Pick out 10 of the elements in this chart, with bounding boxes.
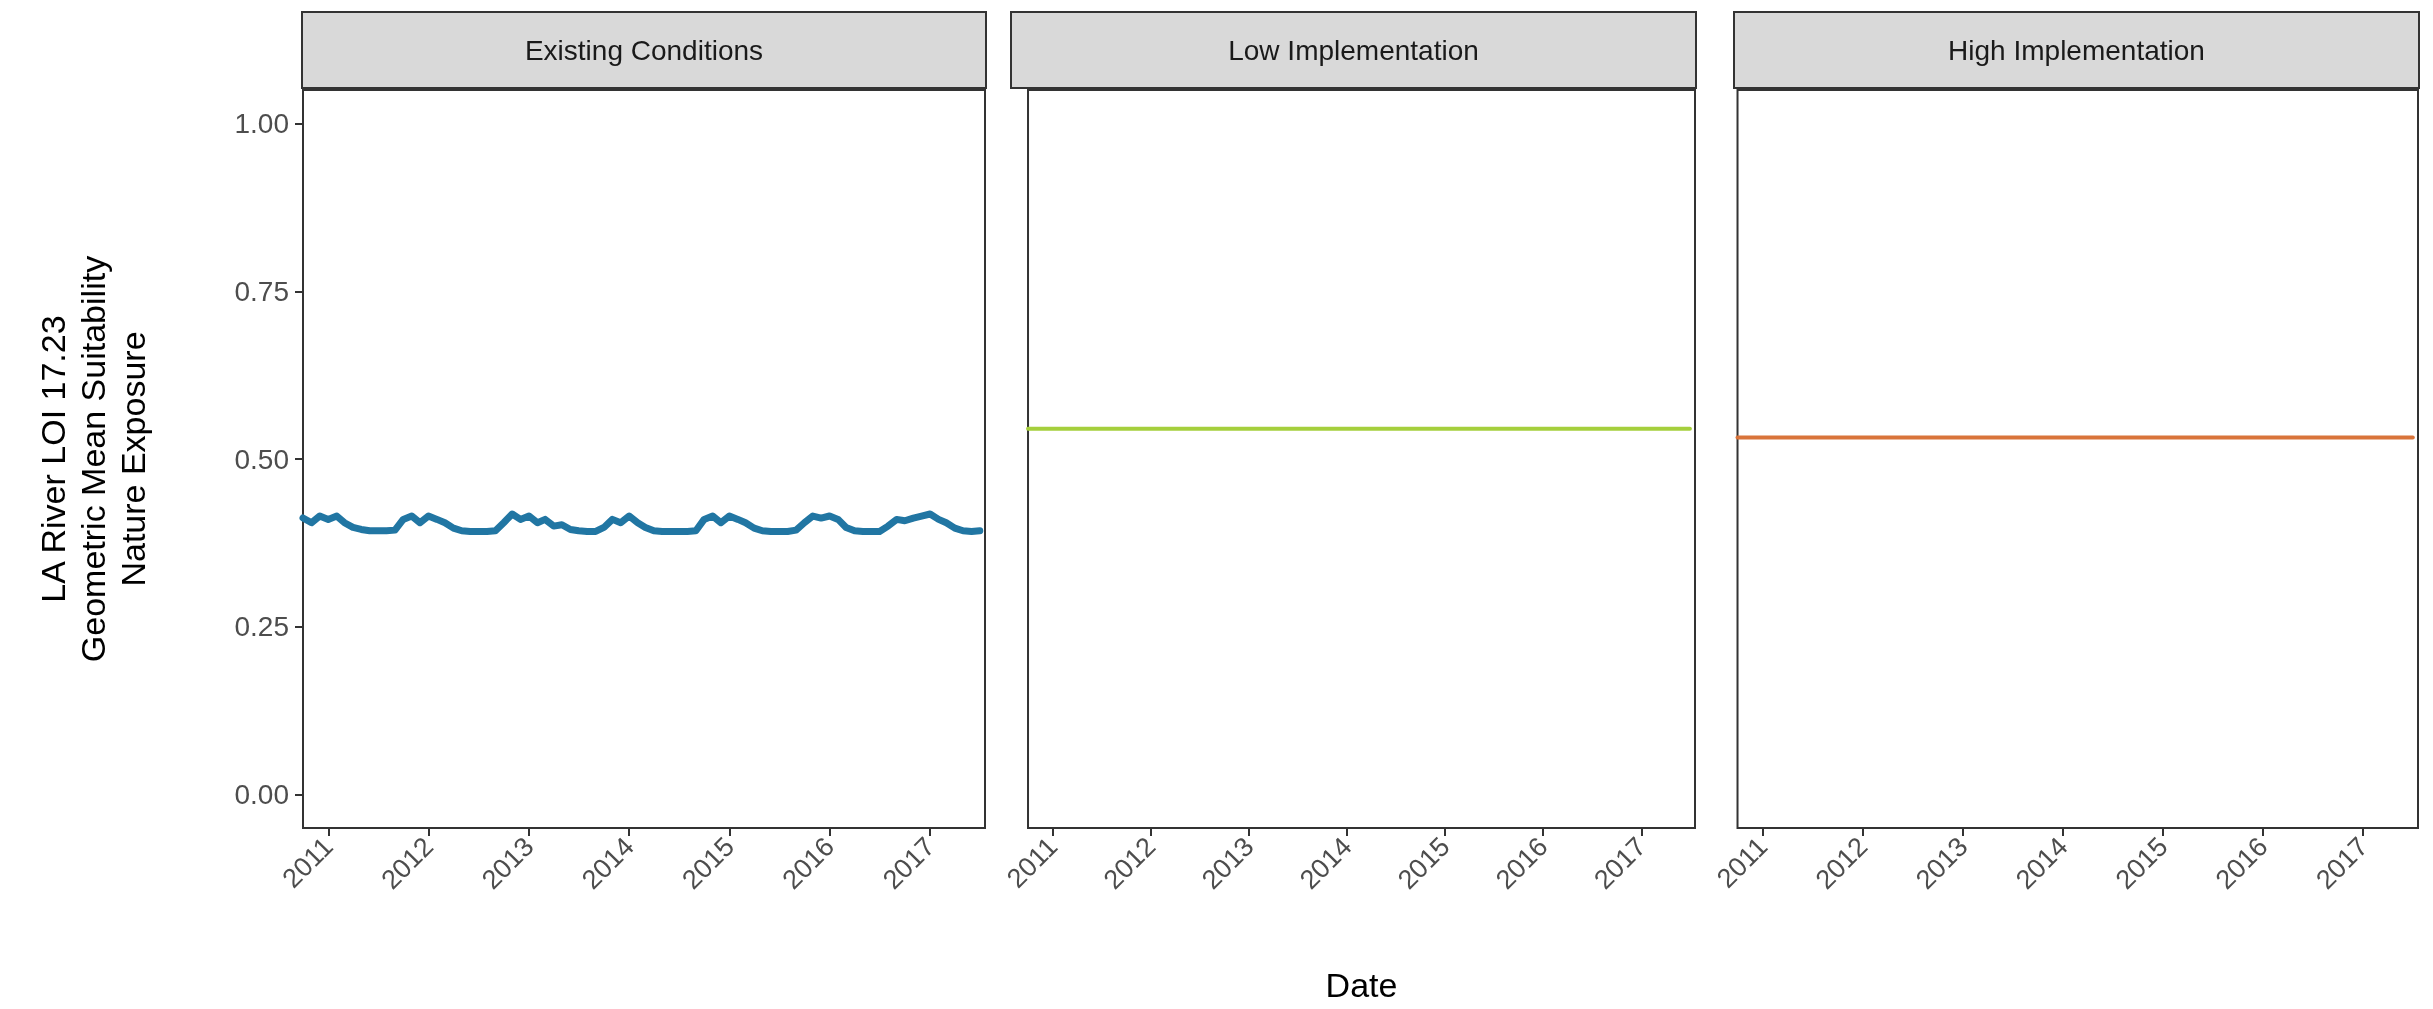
y-tick-label: 0.50: [234, 443, 289, 475]
chart-title: High Implementation: [1948, 34, 2205, 66]
y-axis-title: LA River LOI 17.23 Geometric Mean Suitability Nature Exposure: [34, 255, 152, 663]
chart-title: Existing Conditions: [524, 34, 764, 66]
y-tick-label: 1.00: [234, 108, 289, 140]
y-tick-label: 0.75: [234, 275, 289, 307]
y-tick-label: 0.00: [234, 778, 289, 810]
x-axis-title: Date: [1325, 966, 1398, 1004]
y-tick-label: 0.25: [234, 611, 289, 643]
chart-title: Low Implementation: [1228, 34, 1479, 66]
